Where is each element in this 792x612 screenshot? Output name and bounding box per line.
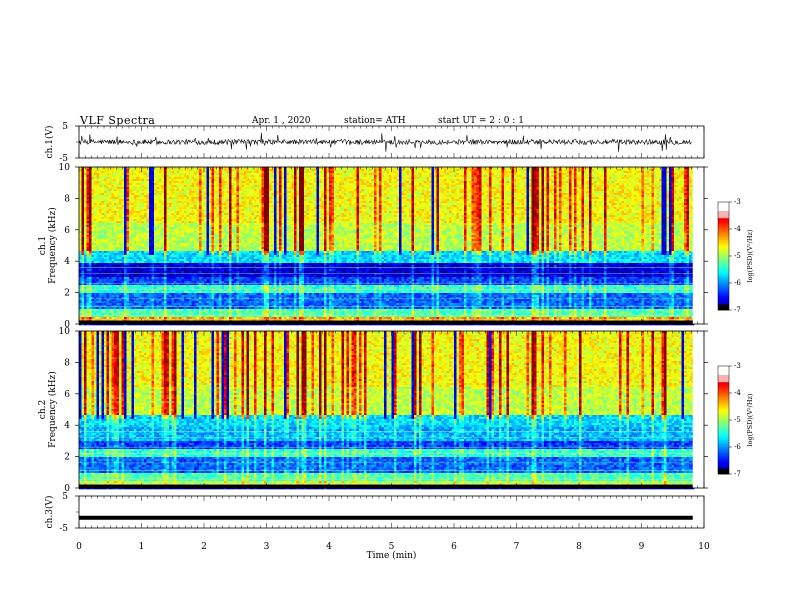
- ch2-spectrogram-cbar-tick--5: -5: [734, 416, 741, 424]
- ch1-spectrogram-ytick-label-6: 6: [64, 226, 70, 236]
- x-tick-label-7: 7: [514, 542, 520, 552]
- ch2-spectrogram-ytick-label-4: 4: [64, 421, 70, 431]
- ch2-spectrogram-ytick-label-10: 10: [59, 327, 71, 337]
- ch1-spectrogram-cbar-tick--6: -6: [734, 279, 741, 287]
- ch2-spectrogram-colorbar: [718, 366, 732, 474]
- ch3-waveform-ytick-label--5: -5: [59, 524, 68, 534]
- ch2-spectrogram-cbar-tick--3: -3: [734, 362, 741, 370]
- x-tick-label-1: 1: [139, 542, 145, 552]
- x-axis-label: Time (min): [367, 550, 417, 561]
- ch1-spectrogram-cbar-tick--3: -3: [734, 198, 741, 206]
- ch1-spectrogram-colorbar: [718, 202, 732, 310]
- ch2-spectrogram-ytick-label-6: 6: [64, 390, 70, 400]
- ch1-spectrogram-cbar-tick--7: -7: [734, 306, 741, 314]
- ch3-waveform-trace: [79, 516, 693, 520]
- x-tick-label-3: 3: [264, 542, 270, 552]
- ch1-waveform-ylabel: ch.1(V): [44, 126, 55, 159]
- ch1-spectrogram-cbar-tick--4: -4: [734, 225, 741, 233]
- ch1-spectrogram-cbar-tick--5: -5: [734, 252, 741, 260]
- ch3-waveform-ytick-label-5: 5: [62, 492, 68, 502]
- ch2-spectrogram-cbar-label: log(PSD)(V²/Hz): [746, 393, 754, 446]
- x-tick-label-10: 10: [698, 542, 710, 552]
- ch2-spectrogram: [79, 331, 704, 489]
- ch1-spectrogram: [79, 167, 704, 325]
- ch1-waveform-ytick-label-5: 5: [62, 122, 68, 132]
- ch2-spectrogram-ylabel-1: Frequency (kHz): [47, 371, 58, 448]
- ch2-spectrogram-ylabel-0: ch.2: [38, 400, 48, 419]
- ch2-spectrogram-cbar-tick--4: -4: [734, 389, 741, 397]
- x-tick-label-6: 6: [451, 542, 457, 552]
- ch2-spectrogram-cbar-tick--7: -7: [734, 470, 741, 478]
- ch1-spectrogram-cbar-label: log(PSD)(V²/Hz): [746, 229, 754, 282]
- x-tick-label-8: 8: [576, 542, 582, 552]
- ch2-spectrogram-ytick-label-2: 2: [64, 453, 70, 463]
- ch2-spectrogram-cbar-tick--6: -6: [734, 443, 741, 451]
- x-tick-label-9: 9: [639, 542, 645, 552]
- ch1-spectrogram-ylabel-0: ch.1: [38, 236, 48, 255]
- ch1-spectrogram-ytick-label-10: 10: [59, 163, 71, 173]
- ch1-spectrogram-ytick-label-8: 8: [64, 194, 70, 204]
- ch1-spectrogram-ytick-label-2: 2: [64, 289, 70, 299]
- ch3-waveform-ylabel: ch.3(V): [44, 496, 55, 529]
- ch1-spectrogram-ytick-label-4: 4: [64, 257, 70, 267]
- ch2-spectrogram-ytick-label-8: 8: [64, 358, 70, 368]
- ch1-spectrogram-ylabel-1: Frequency (kHz): [47, 207, 58, 284]
- x-tick-label-4: 4: [326, 542, 332, 552]
- x-tick-label-0: 0: [76, 542, 82, 552]
- x-tick-label-2: 2: [201, 542, 207, 552]
